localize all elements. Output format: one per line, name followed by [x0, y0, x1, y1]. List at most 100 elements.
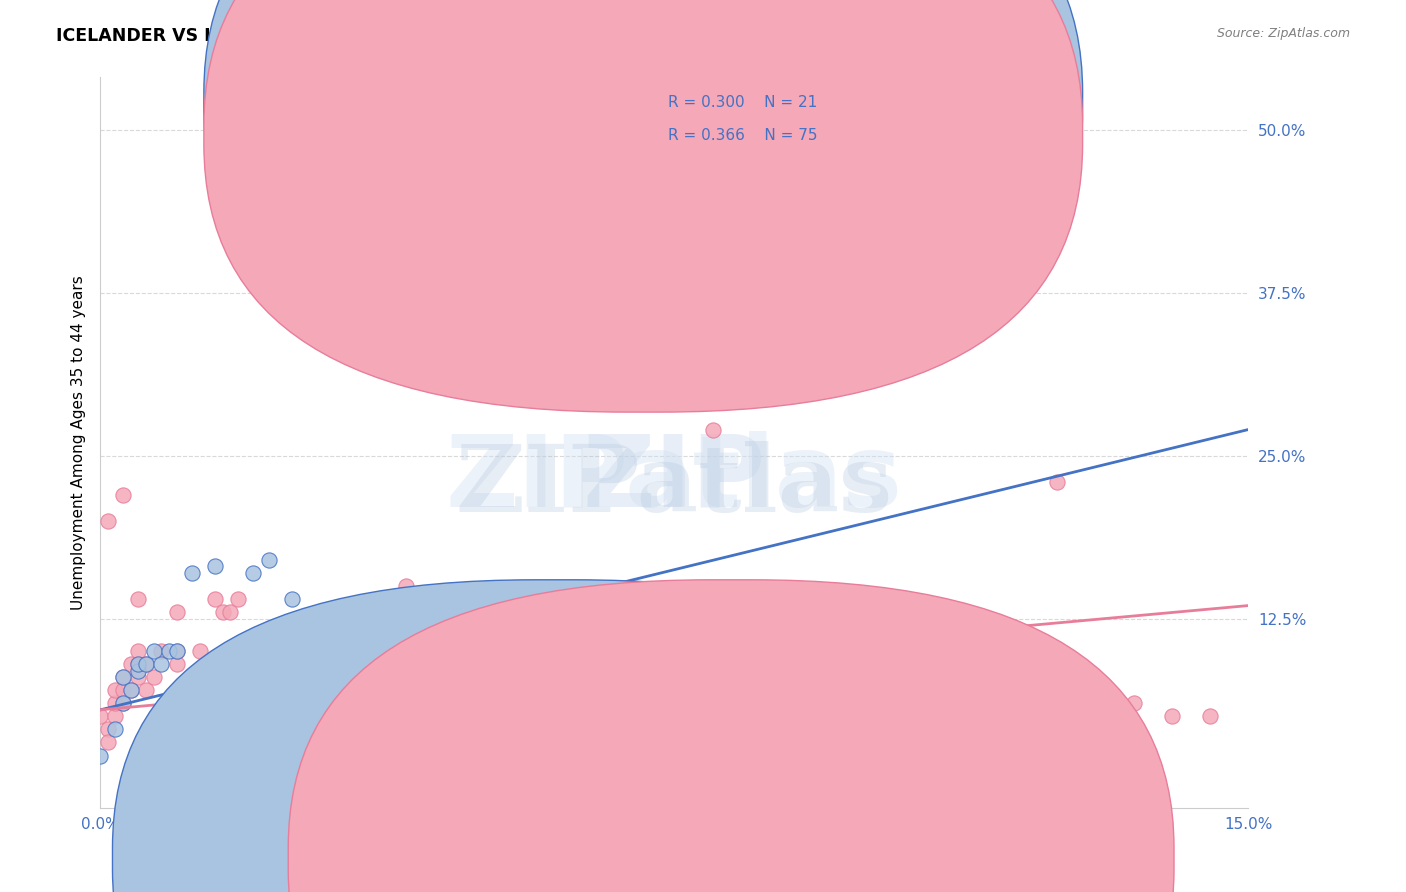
Point [624, 670, 647, 684]
Point [326, 697, 349, 711]
Point [112, 697, 135, 711]
Point [264, 697, 287, 711]
Point [166, 605, 188, 619]
Point [357, 697, 380, 711]
Point [195, 657, 218, 672]
Text: Source: ZipAtlas.com: Source: ZipAtlas.com [1216, 27, 1350, 40]
Point [204, 592, 226, 607]
Point [127, 657, 149, 672]
Point [586, 683, 609, 698]
Point [157, 644, 180, 658]
Point [304, 670, 326, 684]
Point [457, 592, 479, 607]
Point [624, 670, 647, 684]
Point [373, 683, 395, 698]
Point [1199, 709, 1222, 723]
Point [97, 735, 120, 749]
Point [640, 697, 662, 711]
Point [280, 618, 302, 632]
Point [624, 670, 647, 684]
Point [740, 670, 762, 684]
Point [226, 644, 249, 658]
Point [181, 566, 204, 580]
Point [166, 644, 188, 658]
Point [166, 657, 188, 672]
Point [89, 748, 111, 763]
Point [433, 697, 456, 711]
Point [104, 697, 127, 711]
Point [319, 644, 342, 658]
Point [127, 657, 149, 672]
Point [855, 657, 877, 672]
Point [135, 657, 157, 672]
Point [204, 559, 226, 574]
Point [411, 697, 433, 711]
Point [969, 697, 991, 711]
Point [280, 592, 302, 607]
Point [548, 592, 571, 607]
Point [486, 709, 509, 723]
Point [702, 423, 724, 437]
Text: Icelanders: Icelanders [583, 852, 662, 866]
Text: R = 0.300    N = 21: R = 0.300 N = 21 [668, 95, 817, 110]
Point [395, 709, 418, 723]
Text: ZIPatlas: ZIPatlas [456, 442, 893, 532]
Point [242, 566, 264, 580]
Point [142, 670, 165, 684]
Point [664, 697, 686, 711]
Point [855, 697, 877, 711]
Point [250, 697, 273, 711]
Point [127, 592, 149, 607]
Point [564, 697, 586, 711]
Point [235, 709, 257, 723]
Point [150, 657, 173, 672]
Point [931, 697, 953, 711]
Point [219, 605, 242, 619]
Point [127, 664, 149, 678]
Point [1122, 697, 1144, 711]
Point [157, 709, 180, 723]
Point [120, 683, 142, 698]
Text: ICELANDER VS LIBERIAN UNEMPLOYMENT AMONG AGES 35 TO 44 YEARS CORRELATION CHART: ICELANDER VS LIBERIAN UNEMPLOYMENT AMONG… [56, 27, 981, 45]
Point [127, 670, 149, 684]
Point [510, 683, 533, 698]
Point [104, 683, 127, 698]
Point [288, 683, 311, 698]
Point [471, 592, 494, 607]
Point [127, 644, 149, 658]
Point [893, 683, 915, 698]
Point [120, 657, 142, 672]
Point [97, 514, 120, 528]
Point [135, 657, 157, 672]
Text: Liberians: Liberians [759, 852, 830, 866]
Point [112, 488, 135, 502]
Point [1046, 475, 1069, 489]
Point [150, 644, 173, 658]
Point [104, 723, 127, 737]
Point [181, 670, 204, 684]
Point [135, 683, 157, 698]
Point [257, 644, 280, 658]
Point [97, 723, 120, 737]
Point [166, 644, 188, 658]
Point [457, 683, 479, 698]
Point [333, 670, 356, 684]
Point [242, 697, 264, 711]
Point [104, 709, 127, 723]
Point [112, 683, 135, 698]
Y-axis label: Unemployment Among Ages 35 to 44 years: Unemployment Among Ages 35 to 44 years [72, 276, 86, 610]
Point [211, 605, 233, 619]
Text: R = 0.366    N = 75: R = 0.366 N = 75 [668, 128, 817, 143]
Point [142, 644, 165, 658]
Point [778, 683, 800, 698]
Point [257, 553, 280, 567]
Point [395, 579, 418, 593]
Point [242, 683, 264, 698]
Point [112, 670, 135, 684]
Point [226, 592, 249, 607]
Point [1160, 709, 1182, 723]
Point [89, 709, 111, 723]
Text: ZIPatlas: ZIPatlas [446, 431, 903, 527]
Point [1084, 697, 1107, 711]
Text: ZIP: ZIP [583, 431, 766, 527]
